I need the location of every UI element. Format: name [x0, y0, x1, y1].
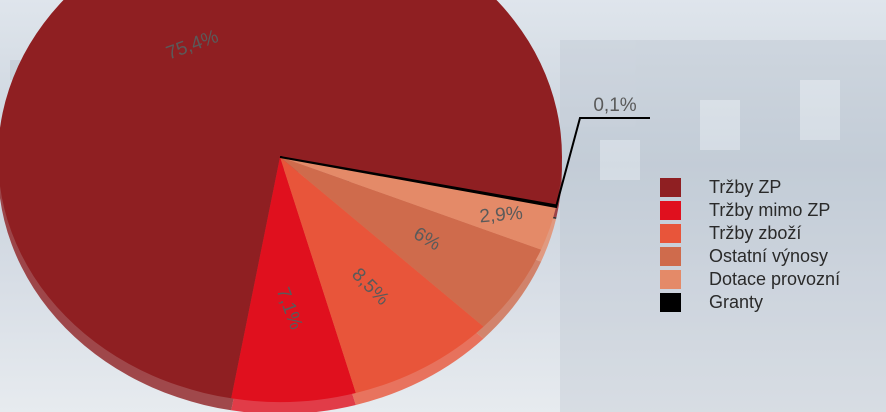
legend-label: Granty [709, 292, 763, 312]
slice [231, 157, 356, 402]
slice [280, 157, 557, 250]
legend-swatch [660, 201, 681, 220]
leader-line [555, 117, 650, 207]
legend-label: Tržby mimo ZP [709, 200, 830, 220]
slice [280, 157, 542, 327]
legend-label: Tržby ZP [709, 177, 781, 197]
slice [0, 0, 562, 399]
legend: Tržby ZP Tržby mimo ZP Tržby zboží Ostatní … [660, 177, 840, 312]
legend-label: Dotace provozní [709, 269, 840, 289]
legend-swatch [660, 293, 681, 312]
value-label: 0,1% [593, 95, 636, 116]
legend-swatch [660, 178, 681, 197]
slice [280, 157, 484, 393]
legend-label: Tržby zboží [709, 223, 801, 243]
legend-swatch [660, 270, 681, 289]
pie: 75,4%7,1% 8,5%6%2,9%0,1% [0, 0, 650, 412]
legend-swatch [660, 247, 681, 266]
value-label: 2,9% [479, 203, 524, 228]
legend-label: Ostatní výnosy [709, 246, 828, 266]
legend-swatch [660, 224, 681, 243]
